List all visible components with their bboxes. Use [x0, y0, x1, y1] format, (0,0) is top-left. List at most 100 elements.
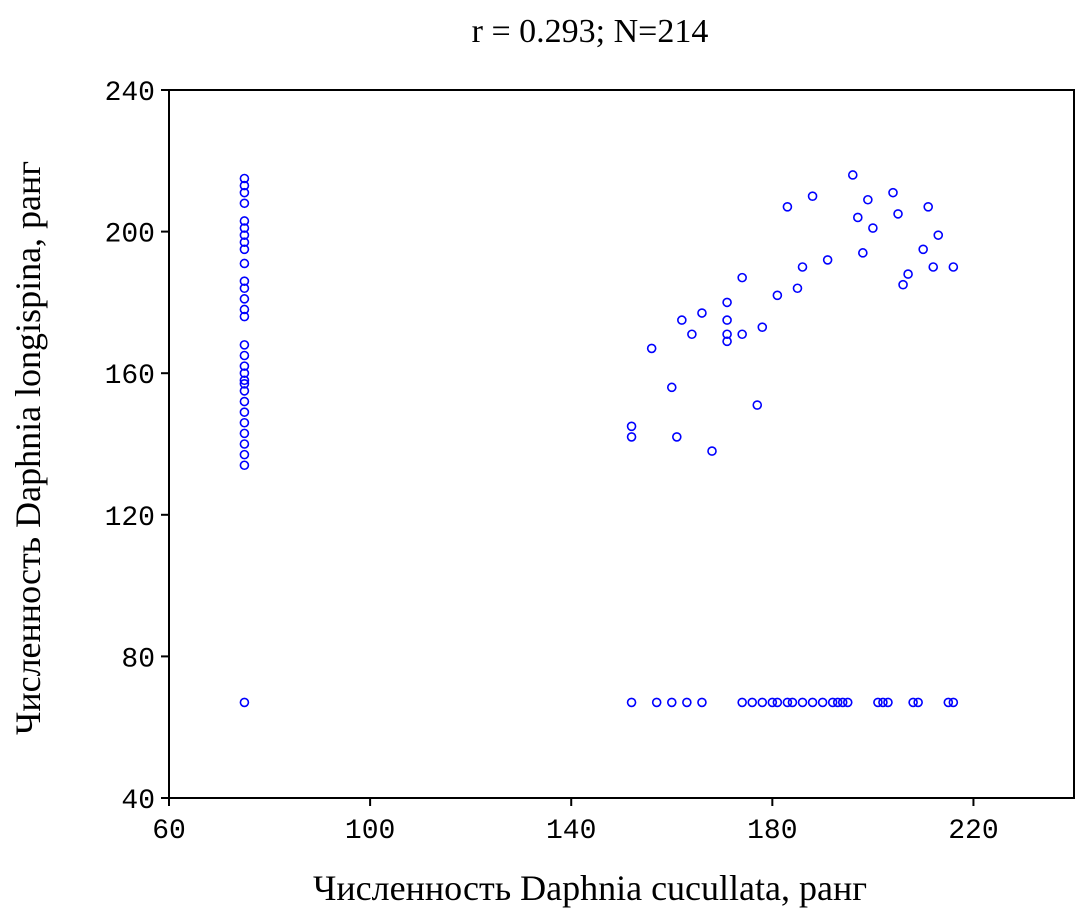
data-point: [666, 382, 677, 393]
x-tick-label: 140: [546, 816, 596, 847]
x-axis-label: Численность Daphnia cucullata, ранг: [313, 868, 867, 908]
data-point: [239, 460, 250, 471]
data-point: [239, 304, 250, 315]
data-point: [239, 407, 250, 417]
data-point: [903, 269, 913, 279]
data-point: [898, 279, 908, 290]
data-point: [918, 244, 928, 255]
x-axis: 60 100 140 180 220: [152, 798, 999, 847]
data-point: [807, 697, 818, 708]
y-tick-label: 240: [105, 78, 155, 109]
data-point: [752, 400, 763, 410]
data-point: [239, 386, 250, 396]
data-point: [837, 697, 848, 708]
data-point: [792, 283, 803, 294]
data-point: [239, 428, 250, 439]
data-point: [772, 290, 783, 301]
data-point: [239, 173, 250, 184]
data-point: [948, 262, 959, 272]
data-point: [797, 697, 808, 708]
data-point: [666, 697, 677, 708]
data-point: [928, 262, 939, 272]
x-tick-label: 60: [152, 816, 186, 847]
data-point: [672, 432, 682, 442]
data-point: [687, 329, 697, 340]
data-point: [883, 697, 893, 708]
data-point: [626, 432, 637, 442]
data-point: [626, 697, 637, 708]
data-point: [239, 379, 250, 389]
data-point: [772, 697, 783, 708]
data-point: [782, 697, 793, 708]
y-tick-label: 200: [105, 220, 155, 251]
data-point: [239, 340, 250, 350]
data-point: [239, 449, 250, 460]
data-point: [707, 446, 717, 456]
data-point: [782, 202, 793, 212]
data-points: [239, 170, 959, 708]
data-point: [677, 315, 687, 325]
data-point: [239, 396, 250, 407]
data-point: [239, 258, 250, 269]
data-point: [239, 294, 250, 304]
plot-area-frame: [168, 89, 1075, 799]
data-point: [747, 697, 758, 708]
y-tick-label: 160: [105, 361, 155, 392]
data-point: [239, 697, 250, 708]
data-point: [807, 191, 818, 201]
data-point: [239, 311, 250, 322]
data-point: [626, 421, 637, 432]
data-point: [682, 697, 692, 708]
data-point: [868, 223, 878, 233]
data-point: [787, 697, 798, 708]
x-tick-label: 100: [345, 816, 395, 847]
data-point: [239, 198, 250, 209]
data-point: [878, 697, 888, 708]
data-point: [908, 697, 918, 708]
data-point: [239, 230, 250, 240]
data-point: [722, 297, 732, 308]
data-point: [842, 697, 853, 708]
data-point: [722, 315, 732, 325]
x-tick-label: 220: [948, 816, 998, 847]
data-point: [757, 697, 768, 708]
y-tick-label: 40: [121, 786, 155, 817]
data-point: [767, 697, 778, 708]
data-point: [863, 194, 873, 205]
data-point: [923, 202, 933, 212]
data-point: [239, 223, 250, 233]
data-point: [239, 216, 250, 226]
data-point: [853, 212, 863, 223]
data-point: [827, 697, 838, 708]
data-point: [697, 697, 707, 708]
chart-title: r = 0.293; N=214: [472, 13, 709, 50]
data-point: [239, 237, 250, 248]
data-point: [722, 329, 732, 340]
data-point: [239, 439, 250, 449]
data-point: [737, 329, 747, 340]
data-point: [737, 272, 747, 283]
y-axis: 40 80 120 160 200 240: [105, 78, 169, 817]
data-point: [797, 262, 808, 272]
data-point: [858, 248, 868, 258]
y-tick-label: 120: [105, 503, 155, 534]
data-point: [737, 697, 747, 708]
data-point: [757, 322, 768, 332]
data-point: [847, 170, 858, 180]
data-point: [239, 283, 250, 294]
data-point: [239, 180, 250, 191]
data-point: [239, 187, 250, 198]
data-point: [893, 209, 903, 219]
data-point: [239, 361, 250, 371]
data-point: [933, 230, 944, 240]
data-point: [832, 697, 843, 708]
data-point: [822, 255, 833, 265]
data-point: [817, 697, 828, 708]
x-tick-label: 180: [747, 816, 797, 847]
y-tick-label: 80: [121, 644, 155, 675]
data-point: [239, 350, 250, 361]
data-point: [651, 697, 662, 708]
data-point: [646, 343, 657, 354]
data-point: [239, 417, 250, 428]
